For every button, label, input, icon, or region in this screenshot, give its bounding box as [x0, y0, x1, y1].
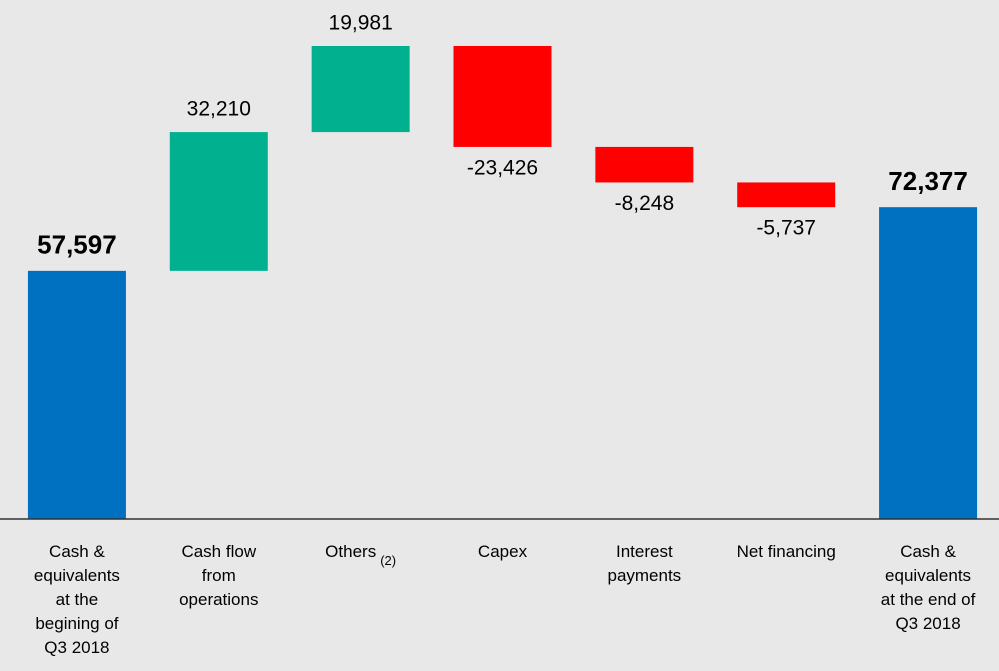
total-label: 57,597 — [37, 230, 117, 260]
total-label: 72,377 — [888, 166, 968, 196]
value-label: 19,981 — [329, 12, 393, 35]
bar — [453, 45, 552, 147]
x-tick-label: Interest payments — [574, 540, 714, 588]
bar — [27, 270, 126, 519]
category-text: Cash flow from operations — [179, 542, 259, 609]
category-text: Others — [325, 542, 377, 561]
footnote-mark: (2) — [380, 553, 397, 568]
value-label: -5,737 — [756, 217, 816, 240]
bar — [595, 146, 694, 183]
value-label: -23,426 — [467, 156, 538, 179]
x-tick-label: Cash flow from operations — [149, 540, 289, 612]
value-label: 32,210 — [187, 98, 251, 121]
bar — [311, 45, 410, 133]
x-tick-label: Net financing — [716, 540, 856, 564]
x-tick-label: Cash & equivalents at the begining of Q3… — [7, 540, 147, 660]
category-text: Cash & equivalents at the end of Q3 2018 — [880, 542, 976, 633]
x-tick-label: Capex — [433, 540, 573, 564]
bar — [879, 207, 978, 519]
x-tick-label: Cash & equivalents at the end of Q3 2018 — [858, 540, 998, 636]
x-tick-label: Others (2) — [291, 540, 431, 573]
bar — [737, 182, 836, 208]
category-text: Cash & equivalents at the begining of Q3… — [33, 542, 120, 657]
category-text: Interest payments — [607, 542, 682, 585]
category-text: Capex — [477, 542, 528, 561]
bar — [169, 132, 268, 271]
value-label: -8,248 — [615, 192, 675, 215]
category-text: Net financing — [736, 542, 836, 561]
